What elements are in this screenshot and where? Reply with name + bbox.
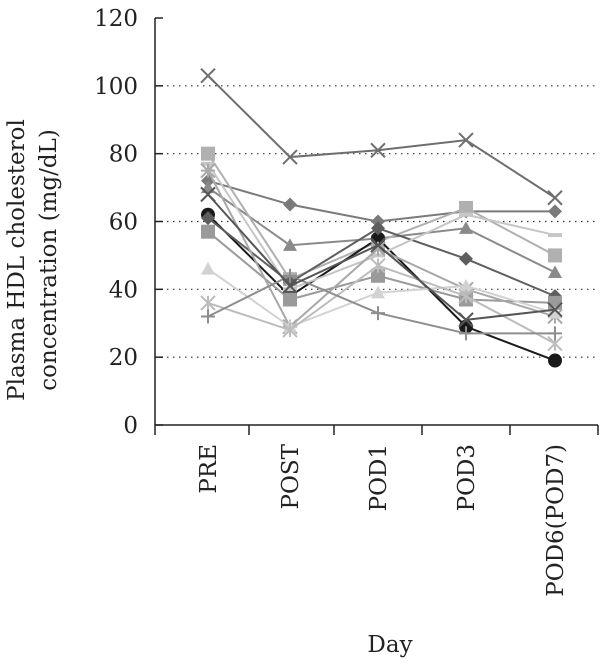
series-12-point-3 (371, 306, 385, 321)
x-axis-title: Day (367, 632, 412, 658)
series-12-point-2 (283, 268, 297, 283)
series-group (200, 67, 563, 368)
series-9-point-3 (370, 240, 386, 257)
series-11 (200, 257, 563, 352)
series-4-line (207, 153, 556, 281)
series-1-point-4 (458, 132, 474, 148)
series-8-point-5 (548, 233, 562, 238)
series-1-point-2 (282, 149, 298, 165)
series-4-point-1 (201, 146, 215, 161)
series-12-point-4 (459, 326, 473, 341)
series-11-point-2 (282, 322, 298, 338)
y-tick-label-120: 120 (94, 6, 138, 32)
series-7-point-1 (201, 224, 215, 239)
series-11-point-1 (200, 295, 216, 311)
series-1 (200, 67, 563, 206)
series-6-point-4 (459, 251, 473, 266)
series-3-point-5 (548, 265, 562, 278)
series-1-line (207, 74, 556, 199)
series-9-point-1 (200, 162, 216, 179)
y-tick-label-100: 100 (94, 74, 138, 100)
series-3-point-2 (283, 238, 297, 251)
y-tick-label-60: 60 (109, 210, 138, 236)
series-13-point-3 (370, 237, 386, 253)
x-tick-label-pod1: POD1 (366, 444, 392, 511)
y-tick-label-0: 0 (123, 413, 138, 439)
y-axis-title-line-1: Plasma HDL cholesterol (4, 119, 30, 401)
series-4-point-5 (548, 248, 562, 263)
series-8-point-4 (459, 212, 473, 217)
series-13-point-4 (458, 312, 474, 328)
series-13-point-2 (282, 278, 298, 294)
series-10-point-5 (548, 306, 562, 319)
x-axis-ticks: PRE POST POD1 POD3 POD6(POD7) (154, 425, 599, 597)
series-10-point-3 (371, 285, 385, 299)
y-tick-label-40: 40 (109, 277, 138, 303)
x-tick-label-pod3: POD3 (454, 444, 480, 511)
series-6-point-1 (201, 211, 215, 226)
series-12 (201, 268, 562, 341)
series-13-point-1 (200, 186, 216, 203)
y-tick-label-20: 20 (109, 345, 138, 371)
series-11-point-3 (370, 257, 386, 274)
series-2-line (207, 179, 555, 223)
y-axis-title-line-2: concentration (mg/dL) (36, 129, 62, 391)
series-13 (200, 186, 563, 328)
x-tick-label-pod6-pod7-: POD6(POD7) (543, 444, 569, 597)
series-2-point-5 (548, 204, 562, 219)
y-tick-label-80: 80 (109, 142, 138, 168)
series-10-point-1 (201, 261, 215, 275)
series-1-point-3 (370, 142, 386, 158)
series-11-point-4 (458, 288, 474, 304)
series-12-point-1 (201, 309, 215, 324)
x-tick-label-pre: PRE (196, 444, 222, 494)
series-6-point-3 (371, 221, 385, 236)
series-10-point-4 (459, 278, 473, 292)
series-2-point-2 (283, 197, 297, 212)
series-7-point-2 (283, 292, 297, 307)
series-1-point-1 (200, 67, 216, 84)
series-7-point-3 (371, 268, 385, 283)
series-3-point-4 (459, 221, 473, 234)
y-axis-ticks: 0 20 40 60 80 100 120 (94, 6, 163, 439)
x-tick-label-post: POST (278, 443, 304, 509)
series-1-point-5 (547, 190, 563, 206)
series-12-point-5 (548, 326, 562, 341)
series-13-point-5 (547, 301, 563, 318)
series-8-point-2 (283, 287, 297, 292)
series-5-point-5 (548, 353, 562, 368)
series-4-point-4 (459, 200, 473, 215)
